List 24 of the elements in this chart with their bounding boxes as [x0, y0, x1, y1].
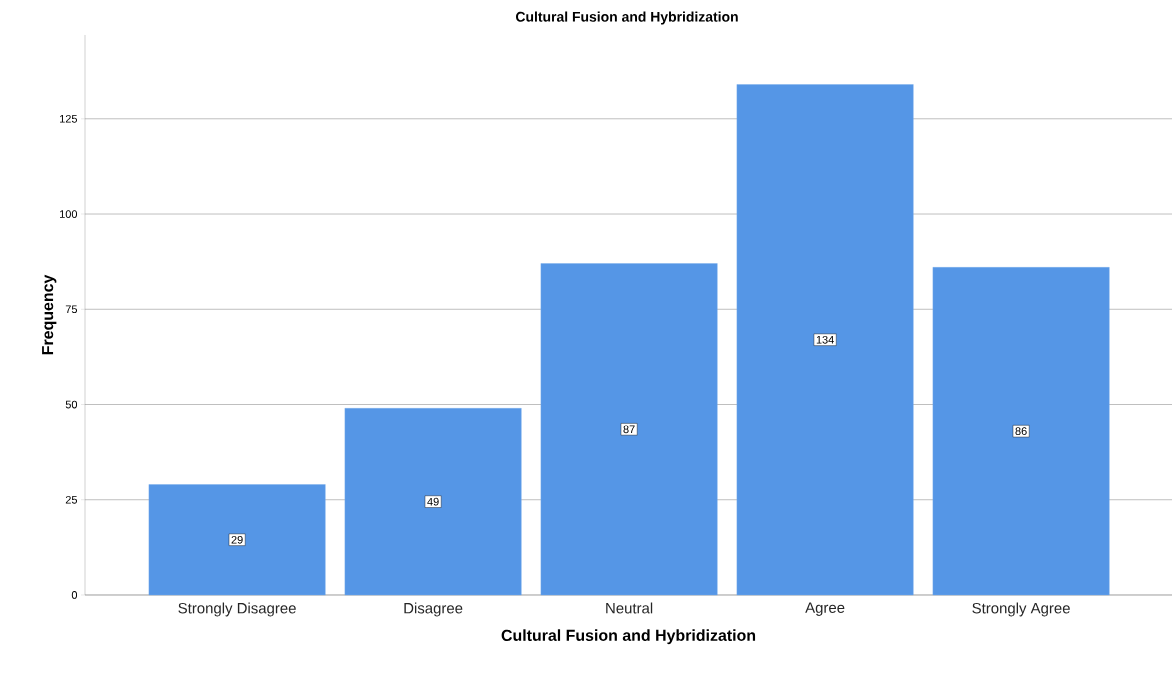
chart-title: Cultural Fusion and Hybridization [516, 11, 738, 25]
data-label: 134 [816, 335, 834, 344]
bar [540, 263, 718, 596]
y-tick-label: 0 [71, 591, 78, 599]
data-label: 29 [231, 535, 243, 544]
y-tick-label: 50 [65, 400, 78, 409]
data-label: 87 [623, 425, 635, 434]
y-tick-label: 75 [65, 305, 78, 314]
x-tick-label: Strongly Agree [972, 602, 1070, 617]
x-tick-label: Strongly Disagree [178, 602, 296, 617]
bar [344, 408, 522, 596]
x-axis-title: Cultural Fusion and Hybridization [501, 629, 756, 645]
x-tick-label: Neutral [606, 602, 653, 614]
data-label: 86 [1015, 427, 1027, 436]
bar [736, 84, 914, 596]
data-label: 49 [427, 497, 439, 506]
bar [148, 484, 326, 596]
y-tick-label: 100 [60, 210, 78, 218]
y-tick-label: 25 [65, 495, 78, 504]
x-tick-label: Agree [805, 602, 845, 616]
y-axis-title: Frequency [42, 274, 57, 355]
y-tick-label: 125 [60, 114, 78, 123]
x-tick-label: Disagree [404, 602, 463, 617]
bar [932, 267, 1110, 596]
